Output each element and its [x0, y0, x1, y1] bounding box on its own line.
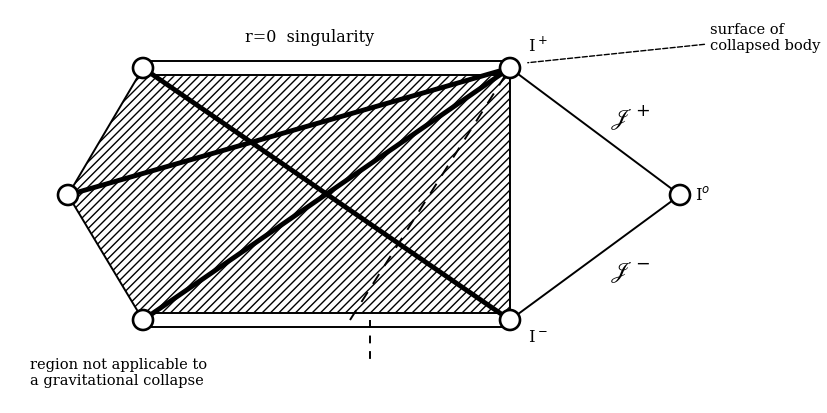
Circle shape — [58, 185, 78, 205]
Text: $\mathscr{J}^+$: $\mathscr{J}^+$ — [609, 104, 649, 132]
Circle shape — [133, 58, 153, 78]
Text: surface of
collapsed body: surface of collapsed body — [527, 23, 820, 63]
Text: I$^-$: I$^-$ — [528, 330, 547, 347]
Circle shape — [669, 185, 689, 205]
Circle shape — [133, 310, 153, 330]
Text: $\mathscr{J}^-$: $\mathscr{J}^-$ — [609, 261, 649, 285]
Circle shape — [500, 58, 519, 78]
Text: r=0  singularity: r=0 singularity — [245, 29, 374, 47]
Text: I$^o$: I$^o$ — [694, 186, 710, 204]
Text: region not applicable to
a gravitational collapse: region not applicable to a gravitational… — [30, 358, 207, 388]
Polygon shape — [509, 68, 679, 320]
Polygon shape — [68, 68, 509, 320]
Circle shape — [500, 310, 519, 330]
Text: I$^+$: I$^+$ — [528, 36, 547, 56]
